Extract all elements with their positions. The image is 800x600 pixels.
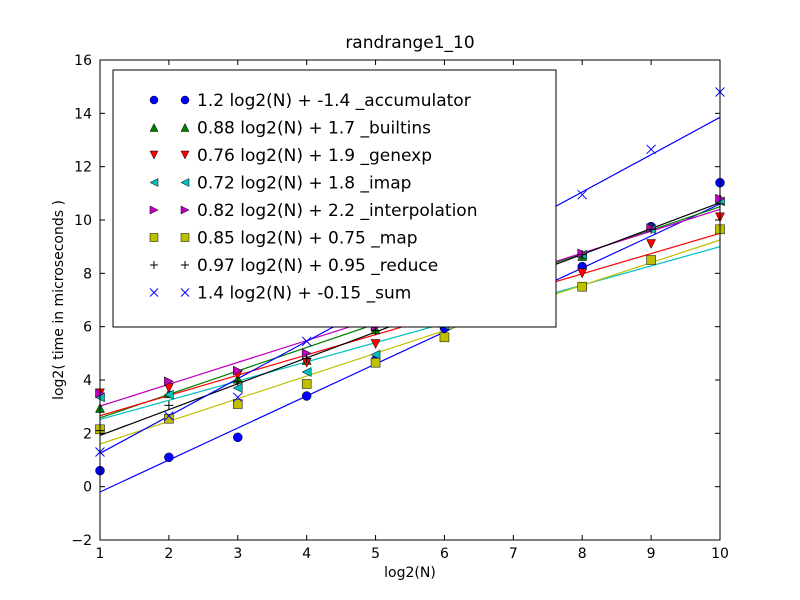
legend-marker-7 — [149, 288, 159, 297]
x-tick-label: 3 — [233, 546, 242, 562]
legend-marker-5 — [149, 233, 159, 242]
y-tick-label: 14 — [74, 106, 92, 122]
legend-marker-0 — [149, 95, 159, 105]
data-point-s2-p8 — [646, 239, 657, 250]
y-tick-label: 0 — [83, 480, 92, 496]
legend-box — [112, 69, 557, 328]
fit-line-0 — [99, 203, 721, 493]
y-axis-label: log2( time in microseconds ) — [51, 200, 67, 400]
legend-marker-4 — [149, 205, 159, 215]
data-point-s3-p1 — [163, 389, 174, 400]
legend-label-2: 0.76 log2(N) + 1.9 _genexp — [197, 146, 432, 166]
y-tick-label: 4 — [83, 373, 92, 389]
data-point-s7-p1 — [164, 411, 174, 421]
data-point-s6-p7 — [577, 250, 587, 260]
legend-marker-4-b — [180, 205, 190, 215]
legend-marker-2 — [149, 150, 159, 160]
data-point-s6-p3 — [302, 354, 312, 364]
data-point-s5-p1 — [164, 413, 174, 424]
legend-marker-3 — [149, 178, 159, 187]
fit-line-5 — [99, 239, 721, 445]
data-point-s5-p8 — [646, 255, 656, 265]
data-point-s0-p2 — [233, 432, 243, 443]
y-tick-label: 2 — [83, 426, 92, 442]
x-tick-label: 1 — [96, 546, 105, 562]
data-point-s7-p7 — [577, 189, 588, 200]
y-tick-label: −2 — [71, 533, 92, 549]
x-axis-label: log2(N) — [384, 565, 436, 581]
legend-marker-6 — [150, 261, 158, 269]
legend-label-4: 0.82 log2(N) + 2.2 _interpolation — [197, 201, 477, 221]
plot-frame — [99, 59, 721, 541]
data-point-s5-p7 — [577, 281, 587, 292]
legend-label-1: 0.88 log2(N) + 1.7 _builtins — [197, 119, 431, 139]
data-point-s7-p2 — [232, 392, 243, 403]
legend-marker-6-b — [181, 261, 189, 269]
legend-marker-7-b — [180, 288, 190, 297]
data-point-s6-p4 — [371, 326, 381, 336]
x-tick-label: 2 — [164, 546, 173, 562]
data-point-s7-p8 — [646, 144, 656, 155]
data-point-s4-p2 — [233, 365, 243, 376]
x-tick-label: 9 — [647, 546, 656, 562]
fit-line-3 — [99, 246, 721, 421]
data-point-s6-p2 — [233, 376, 243, 386]
y-tick-label: 8 — [83, 266, 92, 282]
data-point-s6-p1 — [164, 400, 174, 410]
legend-marker-1-b — [180, 122, 190, 132]
data-point-s6-p8 — [646, 224, 656, 234]
legend-marker-0-b — [180, 95, 190, 105]
data-point-s7-p3 — [301, 336, 312, 347]
legend-label-6: 0.97 log2(N) + 0.95 _reduce — [197, 256, 438, 276]
x-tick-label: 8 — [578, 546, 587, 562]
legend-marker-1 — [149, 122, 159, 132]
data-point-s0-p1 — [164, 452, 174, 463]
x-tick-label: 7 — [509, 546, 518, 562]
legend-label-7: 1.4 log2(N) + -0.15 _sum — [197, 284, 411, 304]
legend-marker-5-b — [180, 233, 190, 242]
legend-marker-3-b — [180, 178, 190, 187]
x-tick-label: 4 — [302, 546, 311, 562]
legend-label-3: 0.72 log2(N) + 1.8 _imap — [197, 174, 411, 194]
data-point-s0-p3 — [301, 391, 312, 401]
data-point-s5-p2 — [233, 399, 243, 409]
x-tick-label: 5 — [371, 546, 380, 562]
data-point-s5-p3 — [301, 379, 312, 389]
x-tick-label: 10 — [711, 546, 729, 562]
data-point-s3-p4 — [370, 349, 381, 360]
data-point-s5-p4 — [370, 357, 381, 368]
y-tick-label: 16 — [74, 53, 92, 69]
data-point-s2-p4 — [370, 339, 381, 350]
data-point-s2-p7 — [577, 268, 588, 279]
data-point-s3-p3 — [301, 367, 312, 377]
data-point-s5-p5 — [439, 332, 450, 343]
legend-label-0: 1.2 log2(N) + -1.4 _accumulator — [197, 91, 471, 111]
legend-marker-2-b — [180, 150, 190, 160]
chart-title: randrange1_10 — [345, 33, 474, 53]
y-tick-label: 10 — [74, 213, 92, 229]
y-tick-label: 6 — [83, 320, 92, 336]
data-point-s4-p1 — [164, 376, 174, 387]
y-tick-label: 12 — [74, 160, 92, 176]
legend: 1.2 log2(N) + -1.4 _accumulator 0.88 log2… — [112, 69, 557, 328]
legend-label-5: 0.85 log2(N) + 0.75 _map — [197, 229, 418, 249]
x-tick-label: 6 — [440, 546, 449, 562]
